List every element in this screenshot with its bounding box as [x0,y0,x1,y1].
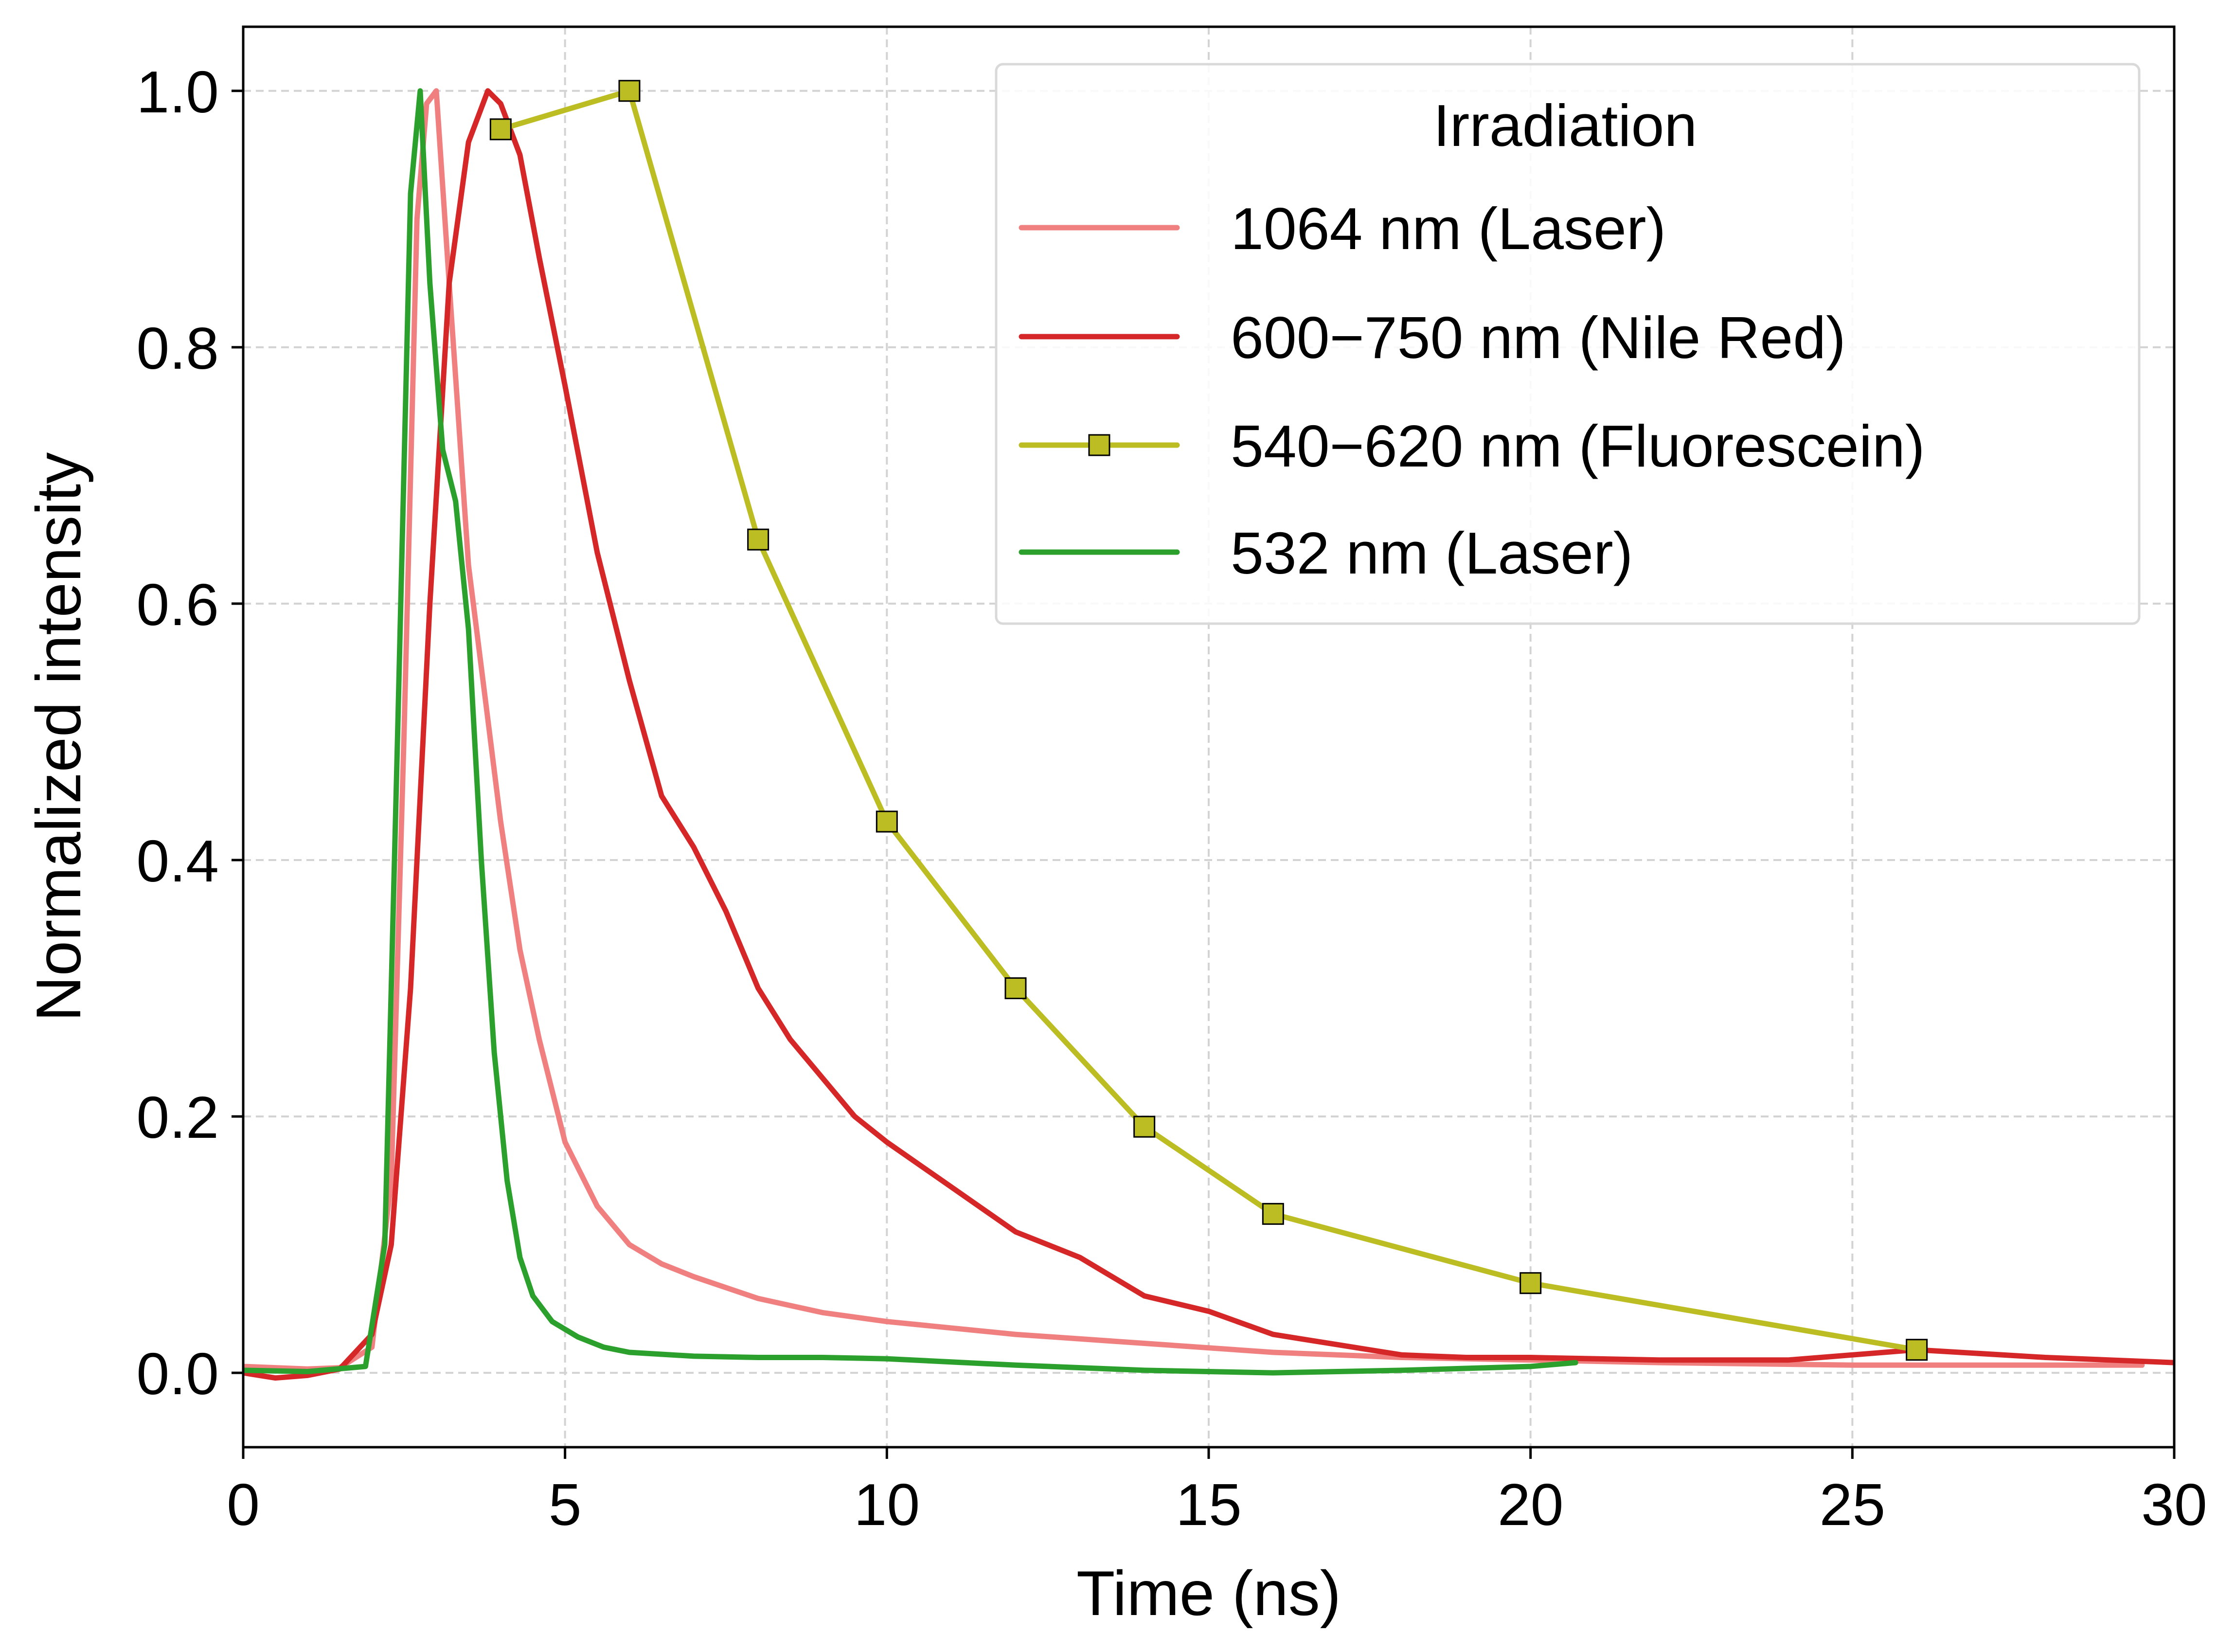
y-tick-label: 0.0 [136,1341,219,1407]
y-tick-label: 0.4 [136,828,219,894]
series-line-532-nm-laser [243,88,1578,1376]
y-tick-label: 0.6 [136,572,219,638]
x-tick-label: 20 [1498,1472,1564,1538]
data-point-540-620-nm-fluorescein-3 [876,810,898,833]
legend-label-600-750-nm-nile-red: 600−750 nm (Nile Red) [1231,305,1846,371]
y-tick-label: 0.8 [136,315,219,381]
data-point-540-620-nm-fluorescein-7 [1520,1272,1542,1294]
x-tick-label: 30 [2141,1472,2207,1538]
y-tick-label: 0.2 [136,1084,219,1150]
axis-ticks: 0 5 10 15 20 25 30 0.0 0.2 0.4 0.6 0.8 1.0 [136,59,2207,1538]
x-tick-label: 10 [854,1472,920,1538]
legend-title: Irradiation [1433,92,1698,159]
legend: Irradiation 1064 nm (Laser) 600−750 nm (N… [995,63,2141,625]
y-tick-label: 1.0 [136,59,219,125]
legend-box [995,63,2141,625]
series-line-1064-nm-laser [243,88,2145,1372]
x-axis-title: Time (ns) [1076,1558,1341,1629]
legend-entries: 1064 nm (Laser) 600−750 nm (Nile Red) 540−… [1019,196,1925,586]
data-point-540-620-nm-fluorescein-6 [1262,1203,1284,1225]
legend-marker-540-620-nm-fluorescein [1088,434,1110,456]
series-line-600-750-nm-nile-red [243,88,2174,1381]
data-point-540-620-nm-fluorescein-1 [618,80,641,102]
data-point-540-620-nm-fluorescein-0 [489,118,512,141]
data-point-540-620-nm-fluorescein-5 [1133,1115,1156,1138]
x-tick-label: 25 [1819,1472,1885,1538]
series-layer [243,80,2174,1381]
x-tick-label: 0 [227,1472,260,1538]
legend-label-540-620-nm-fluorescein: 540−620 nm (Fluorescein) [1231,413,1925,479]
x-tick-label: 5 [549,1472,582,1538]
y-axis-title: Normalized intensity [23,452,94,1022]
legend-label-532-nm-laser: 532 nm (Laser) [1231,520,1633,586]
x-tick-label: 15 [1176,1472,1242,1538]
legend-label-1064-nm-laser: 1064 nm (Laser) [1231,196,1666,262]
data-point-540-620-nm-fluorescein-8 [1906,1339,1928,1361]
data-point-540-620-nm-fluorescein-4 [1004,977,1027,1000]
data-point-540-620-nm-fluorescein-2 [747,528,769,551]
